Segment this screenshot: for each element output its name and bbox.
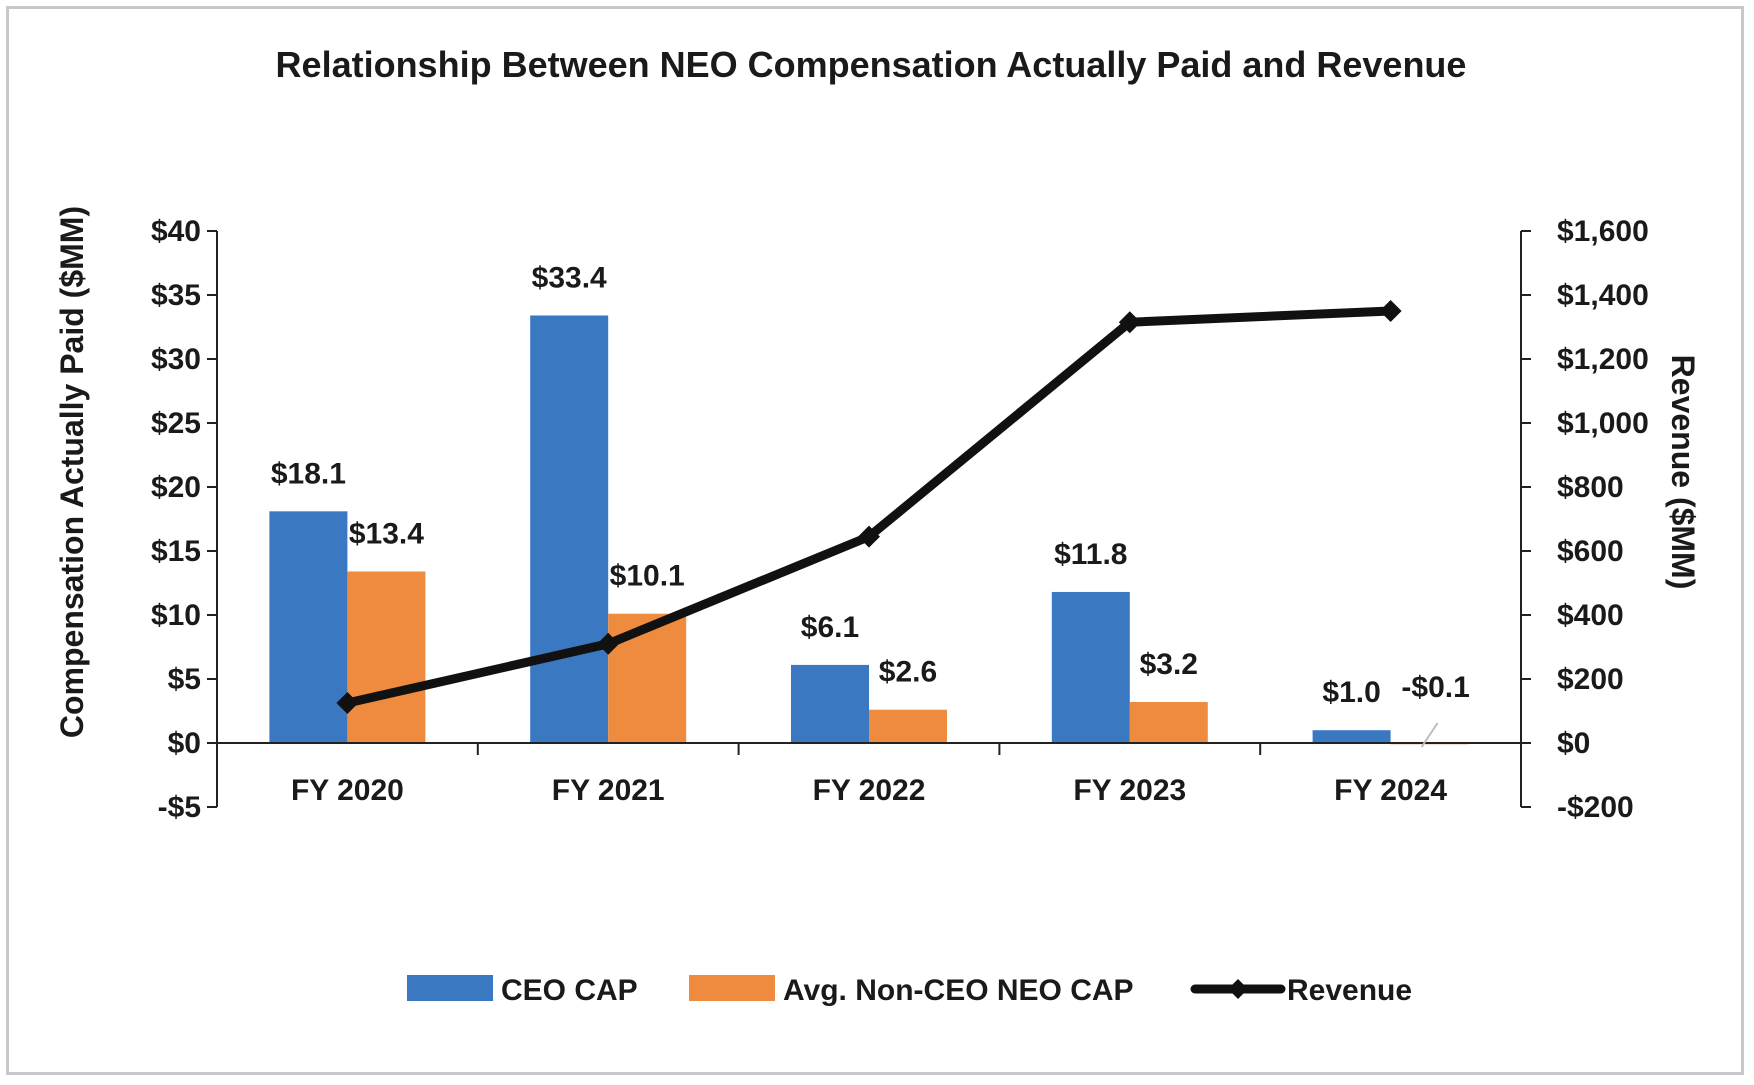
y2-tick-label: $1,200	[1557, 343, 1649, 376]
y-tick-label: $10	[151, 599, 201, 632]
y2-tick-label: $800	[1557, 471, 1624, 504]
data-label-avg-non-ceo-neo-cap: $3.2	[1140, 648, 1198, 681]
data-label-ceo-cap: $18.1	[271, 457, 346, 490]
bar-avg-non-ceo-neo-cap	[1129, 702, 1208, 743]
data-label-avg-non-ceo-neo-cap: $13.4	[349, 517, 424, 550]
revenue-point	[597, 632, 620, 655]
chart-title: Relationship Between NEO Compensation Ac…	[276, 44, 1467, 85]
bar-ceo-cap	[1312, 730, 1391, 743]
bar-ceo-cap	[530, 315, 609, 743]
y2-tick-label: $0	[1557, 727, 1590, 760]
y-tick-label: $25	[151, 407, 201, 440]
y-tick-label: $35	[151, 279, 201, 312]
revenue-line	[342, 306, 1396, 708]
x-tick-label: FY 2020	[291, 774, 404, 807]
legend-swatch-avg-non-ceo-neo-cap	[689, 975, 775, 1001]
y2-tick-label: $1,400	[1557, 279, 1649, 312]
legend-label-revenue: Revenue	[1287, 974, 1412, 1007]
bar-ceo-cap	[791, 664, 869, 743]
revenue-point	[336, 692, 359, 714]
bar-ceo-cap	[1051, 591, 1130, 743]
y-tick-label: $20	[151, 471, 201, 504]
y2-axis-title: Revenue ($MM)	[1665, 355, 1701, 590]
y-tick-label: -$5	[158, 791, 201, 824]
plot-area: -$5 $0 $5 $10 $15 $20 $25 $30 $35 $40 -$200 $0 $200 $…	[151, 215, 1649, 824]
y2-tick-label: -$200	[1557, 791, 1634, 824]
revenue-point	[1379, 300, 1402, 322]
bar-avg-non-ceo-neo-cap	[869, 709, 947, 743]
data-label-avg-non-ceo-neo-cap: $2.6	[879, 656, 937, 689]
y2-tick-label: $600	[1557, 535, 1624, 568]
y-tick-label: $40	[151, 215, 201, 248]
data-label-avg-non-ceo-neo-cap: -$0.1	[1401, 671, 1469, 704]
data-label-ceo-cap: $33.4	[532, 261, 607, 294]
x-tick-label: FY 2024	[1334, 774, 1447, 807]
combo-chart: Relationship Between NEO Compensation Ac…	[54, 44, 1701, 1007]
y-tick-label: $15	[151, 535, 201, 568]
x-tick-label: FY 2022	[813, 774, 926, 807]
legend: CEO CAP Avg. Non-CEO NEO CAP Revenue	[407, 974, 1412, 1007]
bar-avg-non-ceo-neo-cap	[608, 613, 687, 743]
chart-frame: Relationship Between NEO Compensation Ac…	[6, 6, 1744, 1075]
data-label-avg-non-ceo-neo-cap: $10.1	[610, 560, 685, 593]
y-tick-label: $0	[168, 727, 201, 760]
bar-avg-non-ceo-neo-cap	[347, 571, 426, 743]
data-label-ceo-cap: $1.0	[1322, 676, 1380, 709]
x-tick-label: FY 2021	[552, 774, 665, 807]
legend-label-ceo-cap: CEO CAP	[501, 974, 638, 1007]
legend-swatch-ceo-cap	[407, 975, 493, 1001]
y2-tick-label: $400	[1557, 599, 1624, 632]
y2-tick-label: $1,000	[1557, 407, 1649, 440]
revenue-point	[858, 525, 880, 548]
y2-tick-label: $1,600	[1557, 215, 1649, 248]
legend-marker-revenue	[1228, 979, 1248, 999]
x-tick-label: FY 2023	[1073, 774, 1186, 807]
y-axis-title: Compensation Actually Paid ($MM)	[54, 206, 90, 738]
legend-label-avg-non-ceo-neo-cap: Avg. Non-CEO NEO CAP	[783, 974, 1134, 1007]
data-label-ceo-cap: $6.1	[801, 611, 859, 644]
revenue-point	[1118, 311, 1141, 334]
data-label-leader-line	[1420, 722, 1439, 748]
bar-ceo-cap	[269, 511, 348, 743]
data-label-ceo-cap: $11.8	[1054, 538, 1127, 571]
y2-tick-label: $200	[1557, 663, 1624, 696]
y-tick-label: $5	[168, 663, 201, 696]
y-tick-label: $30	[151, 343, 201, 376]
